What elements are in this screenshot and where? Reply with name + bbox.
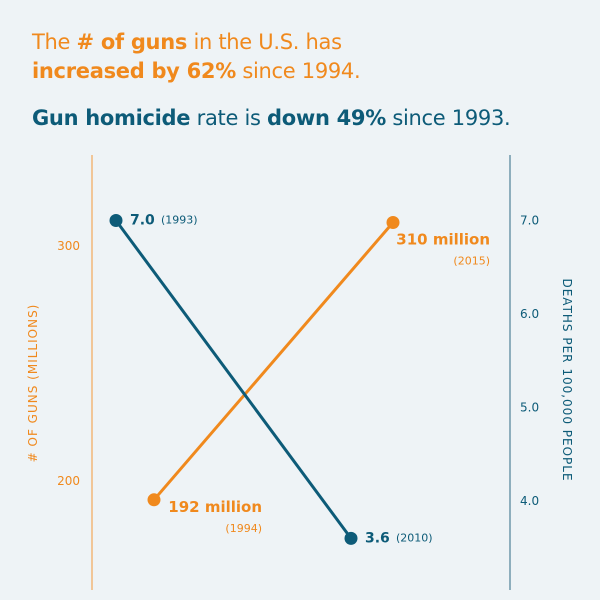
year-label: (1993) bbox=[161, 214, 198, 227]
headline-line-3: Gun homicide rate is down 49% since 1993… bbox=[32, 106, 511, 130]
year-label: (1994) bbox=[225, 522, 262, 535]
year-label: (2015) bbox=[453, 255, 490, 268]
series-line-0 bbox=[152, 221, 395, 501]
data-label: 3.6 bbox=[365, 530, 390, 546]
right-tick-label: 6.0 bbox=[520, 307, 539, 321]
data-label: 192 million bbox=[168, 498, 262, 516]
right-tick-label: 7.0 bbox=[520, 214, 539, 228]
headline-line-2: increased by 62% since 1994. bbox=[32, 59, 361, 83]
data-point bbox=[147, 493, 161, 507]
data-point bbox=[109, 214, 123, 227]
left-axis-title: # OF GUNS (MILLIONS) bbox=[26, 304, 40, 463]
series-line-1 bbox=[114, 219, 353, 540]
right-tick-label: 5.0 bbox=[520, 401, 539, 415]
left-tick-label: 200 bbox=[57, 474, 80, 488]
year-label: (2010) bbox=[396, 531, 433, 544]
right-tick-label: 4.0 bbox=[520, 494, 539, 508]
headline-line-1: The # of guns in the U.S. has bbox=[32, 30, 342, 54]
data-point bbox=[386, 216, 400, 229]
data-label: 310 million bbox=[396, 231, 490, 249]
left-tick-label: 300 bbox=[57, 239, 80, 253]
right-axis-title: DEATHS PER 100,000 PEOPLE bbox=[560, 278, 574, 481]
data-point bbox=[344, 531, 358, 545]
data-label: 7.0 bbox=[130, 213, 155, 229]
